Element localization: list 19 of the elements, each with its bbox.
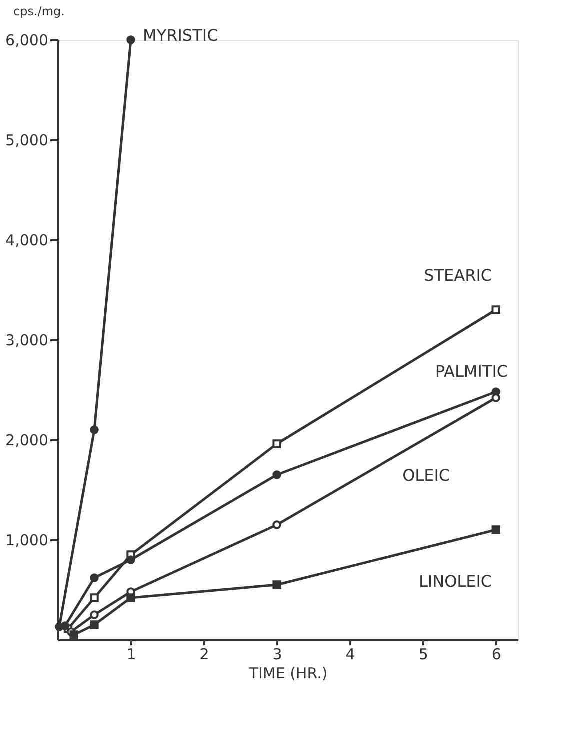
series-label: OLEIC: [402, 466, 450, 485]
x-tick-label: 4: [346, 646, 356, 664]
y-tick-label: 5,000: [6, 132, 48, 150]
y-tick-label: 6,000: [6, 32, 48, 50]
y-tick-label: 1,000: [6, 532, 48, 550]
x-tick-label: 3: [272, 646, 282, 664]
series-label: STEARIC: [424, 266, 492, 285]
x-tick-label: 2: [200, 646, 210, 664]
series-label: LINOLEIC: [418, 572, 492, 591]
x-tick-label: 6: [492, 646, 502, 664]
x-tick-label: 1: [126, 646, 136, 664]
x-axis-title: TIME (HR.): [248, 664, 328, 682]
series-label: PALMITIC: [435, 362, 508, 381]
y-tick-label: 2,000: [6, 432, 48, 450]
series-label: MYRISTIC: [143, 26, 218, 45]
y-tick-label: 4,000: [6, 232, 48, 250]
y-axis-title: cps./mg.: [14, 4, 65, 18]
y-tick-label: 3,000: [6, 332, 48, 350]
x-tick-label: 5: [418, 646, 428, 664]
